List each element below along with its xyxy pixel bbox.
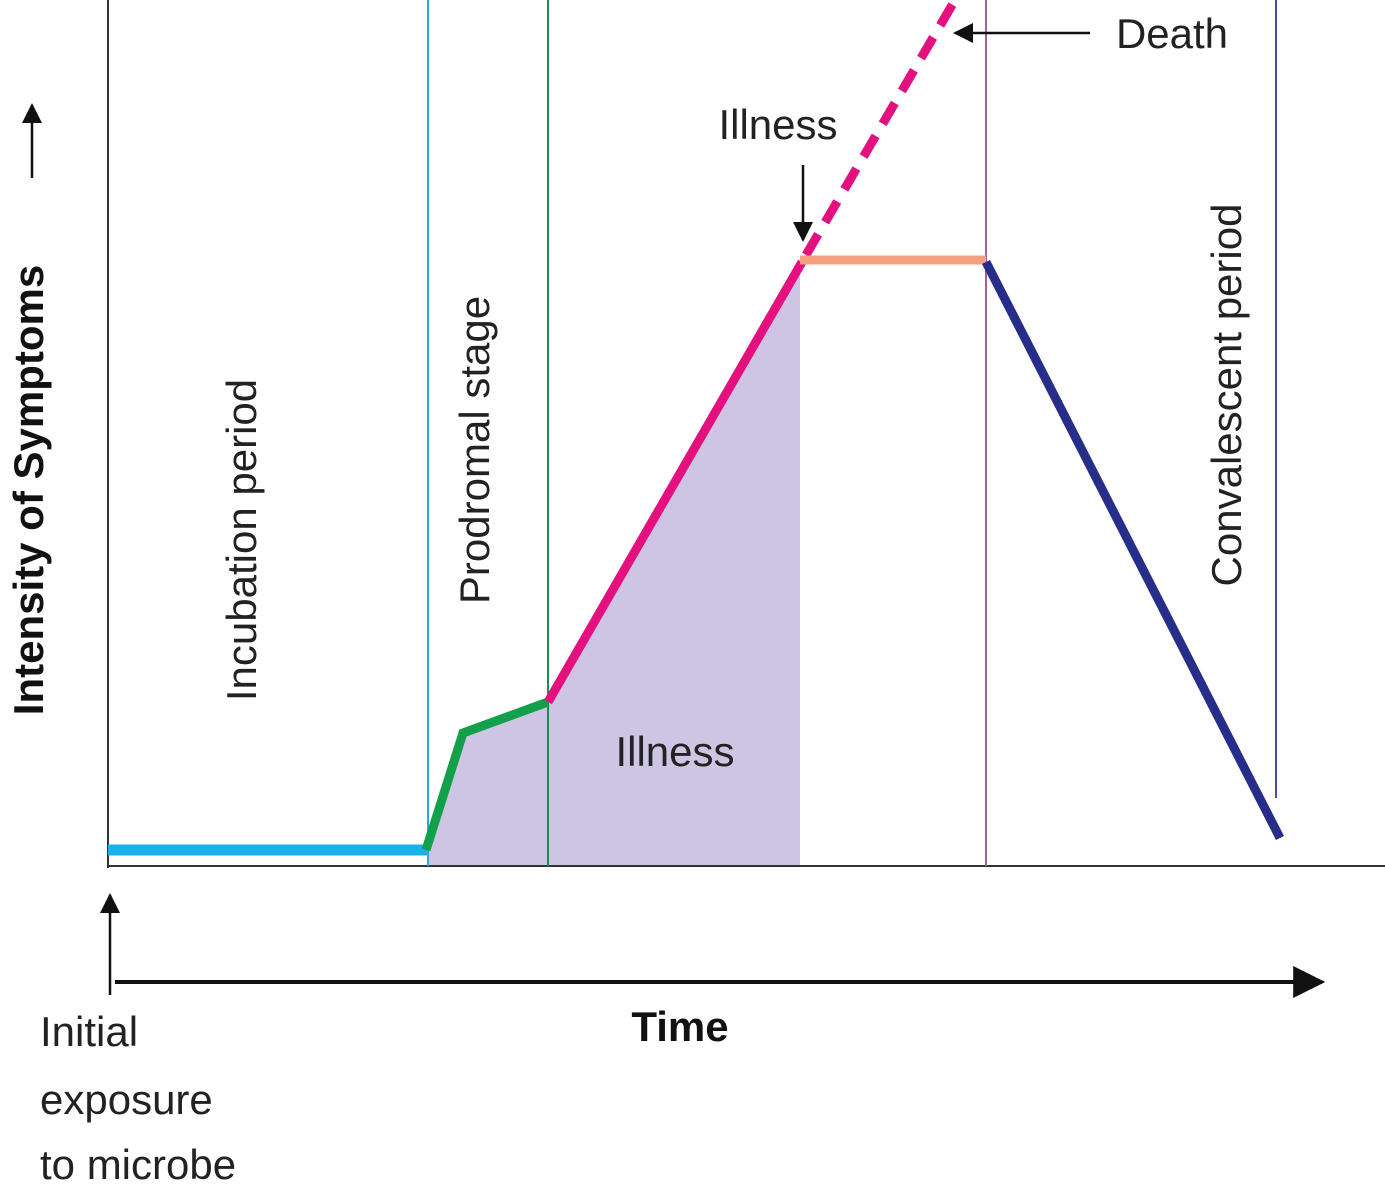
y-axis-label: Intensity of Symptoms	[5, 265, 52, 715]
stage-label: Incubation period	[218, 379, 265, 701]
convalescent-line	[981, 259, 1285, 841]
x-axis-label: Time	[631, 1003, 728, 1050]
prodromal-line	[421, 697, 550, 852]
death-line	[802, 0, 959, 258]
stage-label: Illness	[615, 728, 734, 775]
annotation: Illness	[718, 101, 837, 148]
annotation: Death	[1116, 10, 1228, 57]
exposure-label: to microbe	[40, 1141, 236, 1188]
exposure-label: Initial	[40, 1008, 138, 1055]
stage-label: Prodromal stage	[451, 296, 498, 604]
stage-label: Convalescent period	[1203, 204, 1250, 587]
exposure-label: exposure	[40, 1076, 213, 1123]
illness-line	[544, 259, 806, 705]
